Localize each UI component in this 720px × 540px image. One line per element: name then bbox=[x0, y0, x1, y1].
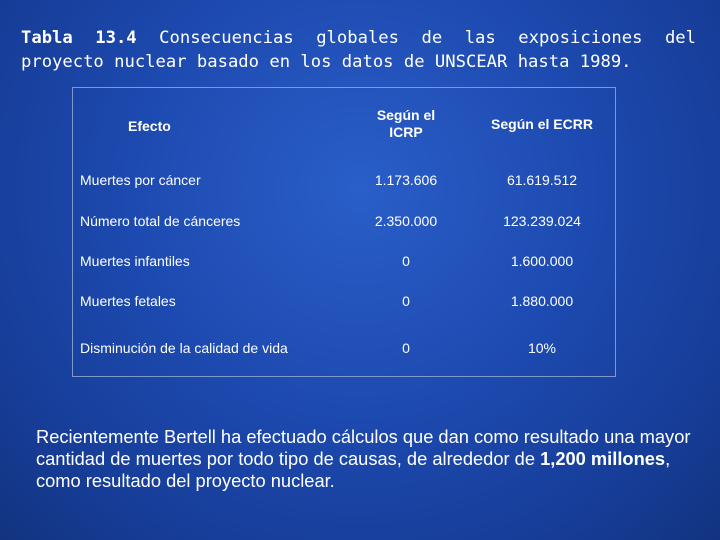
row-3-ecrr: 1.600.000 bbox=[510, 253, 574, 269]
header-icrp: Según el ICRP bbox=[351, 107, 461, 141]
header-icrp-line1: Según el bbox=[376, 107, 436, 123]
row-1-efecto: Muertes por cáncer bbox=[80, 172, 201, 188]
slide-title: Tabla 13.4 Consecuencias globales de las… bbox=[21, 26, 696, 74]
row-3-icrp: 0 bbox=[402, 253, 410, 269]
table-caption: Consecuencias globales de las exposicion… bbox=[21, 28, 696, 72]
row-2-efecto: Número total de cánceres bbox=[80, 213, 241, 229]
paragraph-text-after: , como resultado del proyecto nuclear. bbox=[36, 448, 671, 491]
row-5-efecto: Disminución de la calidad de vida bbox=[80, 340, 288, 356]
row-1-icrp: 1.173.606 bbox=[374, 172, 438, 188]
row-2-ecrr: 123.239.024 bbox=[503, 213, 581, 229]
row-3-efecto: Muertes infantiles bbox=[80, 253, 190, 269]
row-5-ecrr: 10% bbox=[527, 340, 557, 356]
paragraph-highlight: 1,200 millones bbox=[540, 448, 666, 469]
row-2-icrp: 2.350.000 bbox=[374, 213, 438, 229]
row-4-efecto: Muertes fetales bbox=[80, 293, 176, 309]
header-icrp-line2: ICRP bbox=[389, 124, 423, 140]
row-1-ecrr: 61.619.512 bbox=[506, 172, 578, 188]
header-efecto: Efecto bbox=[128, 118, 171, 134]
header-ecrr: Según el ECRR bbox=[491, 116, 593, 132]
effects-table: Efecto Según el ICRP Según el ECRR Muert… bbox=[72, 87, 616, 377]
table-number: Tabla 13.4 bbox=[21, 28, 137, 48]
paragraph-text-before: Recientemente Bertell ha efectuado cálcu… bbox=[36, 426, 691, 469]
row-5-icrp: 0 bbox=[402, 340, 410, 356]
row-4-ecrr: 1.880.000 bbox=[510, 293, 574, 309]
row-4-icrp: 0 bbox=[402, 293, 410, 309]
body-paragraph: Recientemente Bertell ha efectuado cálcu… bbox=[36, 426, 700, 492]
